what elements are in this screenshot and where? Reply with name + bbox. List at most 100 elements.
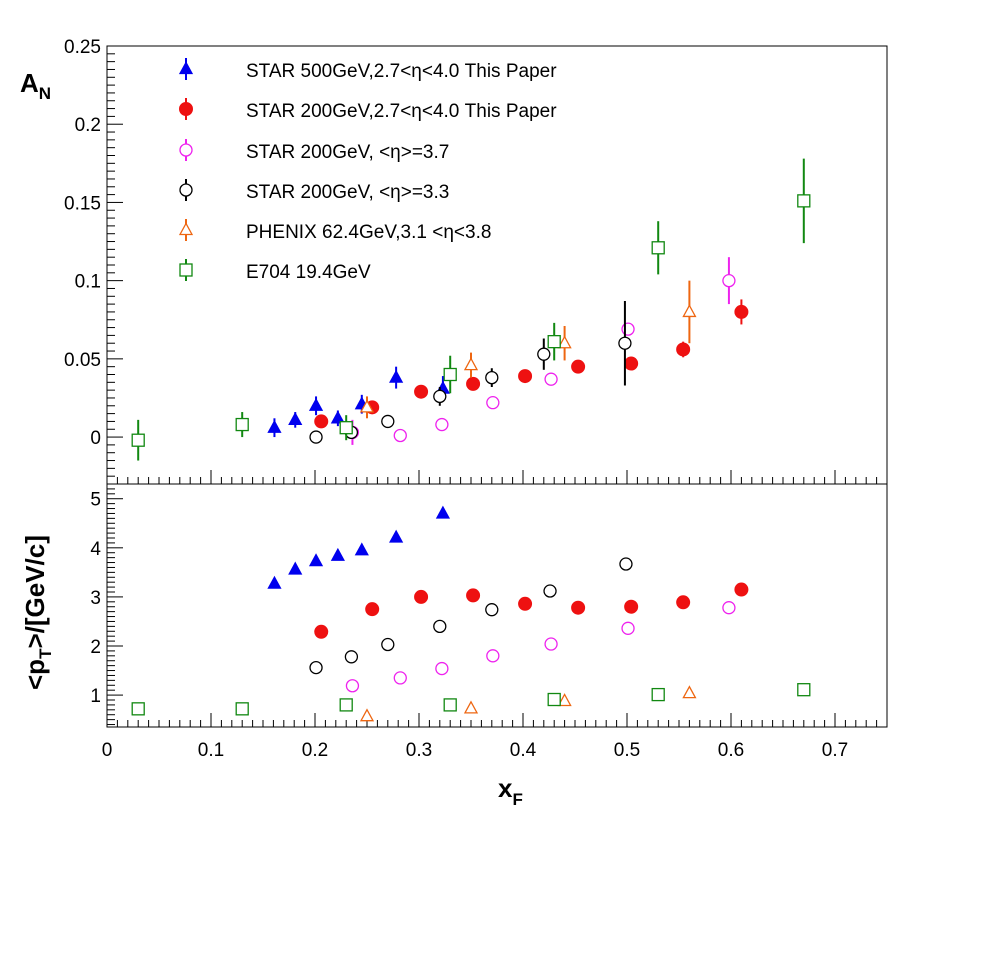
top-data-point [381,414,395,429]
bottom-data-point [359,708,375,722]
top-data-point [389,369,404,383]
top-data-point [557,335,572,349]
top-y-tick-label: 0.05 [64,350,101,371]
bottom-panel: 0 0.1 0.2 0.3 0.4 0.5 0.6 0.7 1 2 3 4 5 <pT>/[GeV/c]… [20,483,888,809]
top-series-2 [345,257,736,445]
bottom-xlabel-subscript: F [512,790,522,809]
bottom-panel-frame [106,483,888,728]
top-data-point [359,399,375,413]
legend-marker [178,61,194,75]
bottom-data-point [344,650,359,664]
bottom-x-tick-label: 0.3 [406,740,432,761]
top-series-3 [309,300,632,444]
top-data-point [547,334,561,349]
top-data-point [722,273,736,288]
bottom-y-tick-label: 5 [90,490,101,511]
legend-label-star500: STAR 500GeV,2.7<η<4.0 This Paper [246,61,557,82]
bottom-data-point [485,603,499,617]
bottom-x-tick-label: 0.4 [510,740,537,761]
legend-label-e704: E704 19.4GeV [246,262,371,283]
top-data-point [131,433,145,447]
legend-label-star200-eta33: STAR 200GeV, <η>=3.3 [246,182,449,203]
top-ylabel-subscript: N [39,84,51,103]
bottom-data-point [543,584,557,598]
legend-marker [179,183,193,197]
top-data-point [651,241,665,255]
bottom-data-point [309,660,323,675]
top-series-1 [314,299,749,429]
bottom-data-point [131,702,145,716]
bottom-data-point [676,595,691,610]
top-data-point [393,428,407,443]
bottom-data-point [734,582,749,597]
top-data-point [267,419,282,433]
top-data-point [797,194,811,208]
bottom-data-point [345,679,360,693]
top-data-point [571,359,586,374]
top-data-point [314,414,329,429]
bottom-x-tick-label: 0.1 [198,740,224,761]
top-data-point [308,397,324,411]
legend-marker [179,263,193,277]
bottom-data-point [624,599,639,614]
top-data-point [466,376,481,391]
legend-label-phenix: PHENIX 62.4GeV,3.1 <η<3.8 [246,222,491,243]
bottom-data-point [381,637,395,652]
bottom-data-point [518,596,533,611]
top-data-point [624,356,639,371]
top-series-5 [131,158,811,461]
top-y-tick-label: 0.25 [64,37,101,58]
bottom-data-point [571,600,586,615]
top-data-point [463,357,479,371]
top-data-point [518,369,533,384]
legend-label-star200-eta37: STAR 200GeV, <η>=3.7 [246,142,449,163]
bottom-data-point [619,557,633,571]
legend-label-star200-paper: STAR 200GeV,2.7<η<4.0 This Paper [246,101,557,122]
legend: STAR 500GeV,2.7<η<4.0 This Paper STAR 20… [178,58,557,283]
top-y-tick-label: 0.15 [64,193,101,214]
bottom-x-tick-label: 0.2 [302,740,328,761]
bottom-x-tick-label: 0 [102,740,113,761]
bottom-x-tick-label: 0.6 [718,740,744,761]
top-y-tick-label: 0.2 [75,115,101,136]
top-data-point [435,417,449,432]
legend-markers [178,58,194,281]
bottom-data-point [443,698,457,712]
top-y-tick-label: 0 [90,428,101,449]
bottom-data-point [354,542,369,556]
top-data-point [443,367,457,382]
bottom-series-3 [309,557,633,675]
bottom-data-point [365,602,380,617]
legend-marker [179,102,193,116]
bottom-data-point [722,601,736,615]
bottom-x-tick-label: 0.5 [614,740,640,761]
top-data-point [676,342,691,357]
bottom-ylabel-tail: >/[GeV/c] [20,535,50,648]
top-axis-ticks: 0 0.05 0.1 0.15 0.2 0.25 [64,37,888,485]
bottom-data-point [389,529,404,543]
bottom-ylabel-main: <p [20,659,50,690]
bottom-data-point [235,702,249,716]
top-data-point [544,372,558,386]
bottom-data-point [547,692,561,707]
top-data-point [682,304,697,318]
top-panel: 0 0.05 0.1 0.15 0.2 0.25 AN [20,37,888,485]
top-data-series [131,158,811,461]
bottom-data-point [435,505,451,519]
top-data-point [309,430,323,444]
bottom-series-5 [131,683,811,716]
top-data-point [618,336,632,350]
bottom-data-point [682,685,697,699]
bottom-xlabel-main: x [498,773,513,803]
top-data-point [537,347,551,361]
top-series-0 [267,366,451,438]
bottom-xlabel: xF [498,773,523,809]
bottom-data-point [393,671,407,685]
bottom-y-tick-label: 2 [90,637,101,658]
top-data-point [433,389,447,404]
bottom-data-point [557,693,572,707]
top-ylabel-main: A [20,68,39,98]
bottom-axis-ticks: 0 0.1 0.2 0.3 0.4 0.5 0.6 0.7 1 2 3 4 5 [90,488,888,761]
bottom-y-tick-label: 3 [90,588,101,609]
